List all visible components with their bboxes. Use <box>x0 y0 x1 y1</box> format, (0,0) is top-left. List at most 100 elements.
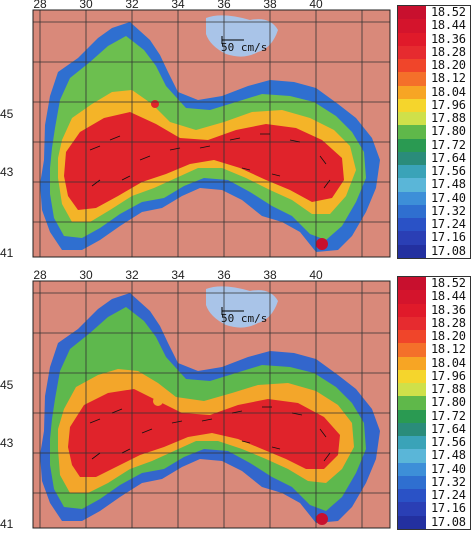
x-tick: 40 <box>309 0 323 11</box>
x-tick: 32 <box>125 0 139 11</box>
map-frame <box>32 280 391 529</box>
eddy-feature <box>153 396 163 406</box>
colorbar-label: 18.36 <box>431 302 466 317</box>
colorbar-label: 17.88 <box>431 111 466 126</box>
colorbar-label: 17.40 <box>431 461 466 476</box>
colorbar-label: 17.80 <box>431 395 466 410</box>
colorbar-swatch <box>398 244 426 259</box>
colorbar-label: 17.48 <box>431 177 466 192</box>
colorbar-swatch <box>398 475 426 490</box>
colorbar-label: 17.32 <box>431 474 466 489</box>
top-map-panel: 50 cm/s 28 30 32 34 36 38 40 45 43 41 18… <box>0 0 474 262</box>
colorbar-label: 17.96 <box>431 368 466 383</box>
colorbar-swatch <box>398 356 426 371</box>
colorbar-label: 17.48 <box>431 448 466 463</box>
colorbar-swatch <box>398 72 426 87</box>
x-tick: 34 <box>171 0 185 11</box>
colorbar-label: 18.36 <box>431 31 466 46</box>
x-tick: 30 <box>79 268 93 282</box>
colorbar-label: 18.28 <box>431 315 466 330</box>
colorbar-label: 18.52 <box>431 276 466 290</box>
warm-core <box>68 389 340 477</box>
colorbar-swatch <box>398 396 426 411</box>
colorbar-label: 17.72 <box>431 408 466 423</box>
x-tick: 34 <box>171 268 185 282</box>
colorbar-swatch <box>398 204 426 219</box>
colorbar-label: 18.28 <box>431 44 466 59</box>
colorbar: 18.52 18.44 18.36 18.28 18.20 18.12 18.04 17.96… <box>397 276 471 530</box>
eddy-feature <box>151 100 159 108</box>
x-tick: 40 <box>309 268 323 282</box>
colorbar-label: 17.88 <box>431 382 466 397</box>
colorbar-label: 18.44 <box>431 289 466 304</box>
colorbar-label: 17.72 <box>431 137 466 152</box>
colorbar-label: 17.24 <box>431 217 466 232</box>
colorbar-swatch <box>398 489 426 503</box>
colorbar-swatch <box>398 45 426 60</box>
eddy-feature-se <box>316 513 328 525</box>
colorbar-swatch <box>398 6 426 20</box>
map-grid <box>33 281 390 528</box>
colorbar-label: 17.16 <box>431 230 466 245</box>
y-tick: 43 <box>0 436 14 450</box>
colorbar-swatch <box>398 125 426 140</box>
colorbar-label: 17.40 <box>431 190 466 205</box>
colorbar-swatch <box>398 316 426 331</box>
colorbar-label: 18.04 <box>431 355 466 370</box>
colorbar-swatch <box>398 85 426 100</box>
velocity-arrows <box>89 406 331 462</box>
colorbar-swatch <box>398 231 426 246</box>
colorbar-swatch <box>398 330 426 344</box>
bottom-map-svg <box>32 280 391 529</box>
scale-label: 50 cm/s <box>221 312 268 325</box>
colorbar-swatch <box>398 19 426 33</box>
colorbar-label: 17.64 <box>431 421 466 436</box>
colorbar-label: 18.12 <box>431 71 466 86</box>
map-frame <box>32 9 391 258</box>
warm-core <box>64 112 344 210</box>
y-tick: 43 <box>0 165 14 179</box>
colorbar-label: 18.20 <box>431 329 466 344</box>
colorbar-label: 17.08 <box>431 243 466 258</box>
colorbar-label: 17.64 <box>431 150 466 165</box>
bottom-map-panel: 50 cm/s 28 30 32 34 36 38 40 45 43 41 18… <box>0 268 474 533</box>
colorbar-swatch <box>398 98 426 113</box>
colorbar-swatch <box>398 409 426 424</box>
colorbar-swatch <box>398 422 426 437</box>
colorbar-swatch <box>398 32 426 47</box>
colorbar-label: 17.08 <box>431 514 466 529</box>
colorbar: 18.52 18.44 18.36 18.28 18.20 18.12 18.04 17.96… <box>397 5 471 259</box>
colorbar-label: 17.96 <box>431 97 466 112</box>
colorbar-label: 17.56 <box>431 164 466 179</box>
colorbar-swatch <box>398 165 426 179</box>
colorbar-swatch <box>398 383 426 397</box>
colorbar-swatch <box>398 191 426 206</box>
colorbar-swatch <box>398 178 426 193</box>
x-tick: 28 <box>33 268 47 282</box>
colorbar-swatch <box>398 59 426 73</box>
velocity-arrows <box>89 133 331 189</box>
colorbar-swatch <box>398 290 426 304</box>
colorbar-swatch <box>398 218 426 232</box>
colorbar-label: 17.80 <box>431 124 466 139</box>
colorbar-label: 18.04 <box>431 84 466 99</box>
y-tick: 41 <box>0 517 14 531</box>
x-tick: 36 <box>217 0 231 11</box>
colorbar-swatch <box>398 151 426 166</box>
colorbar-label: 18.12 <box>431 342 466 357</box>
colorbar-label: 17.16 <box>431 501 466 516</box>
colorbar-label: 17.32 <box>431 203 466 218</box>
colorbar-swatch <box>398 502 426 517</box>
scale-label: 50 cm/s <box>221 41 268 54</box>
y-tick: 41 <box>0 246 14 260</box>
colorbar-swatch <box>398 277 426 291</box>
colorbar-label: 18.44 <box>431 18 466 33</box>
colorbar-label: 18.52 <box>431 5 466 19</box>
colorbar-swatch <box>398 515 426 530</box>
x-tick: 38 <box>263 268 277 282</box>
x-tick: 32 <box>125 268 139 282</box>
x-tick: 38 <box>263 0 277 11</box>
y-tick: 45 <box>0 107 14 121</box>
colorbar-label: 17.24 <box>431 488 466 503</box>
colorbar-label: 18.20 <box>431 58 466 73</box>
